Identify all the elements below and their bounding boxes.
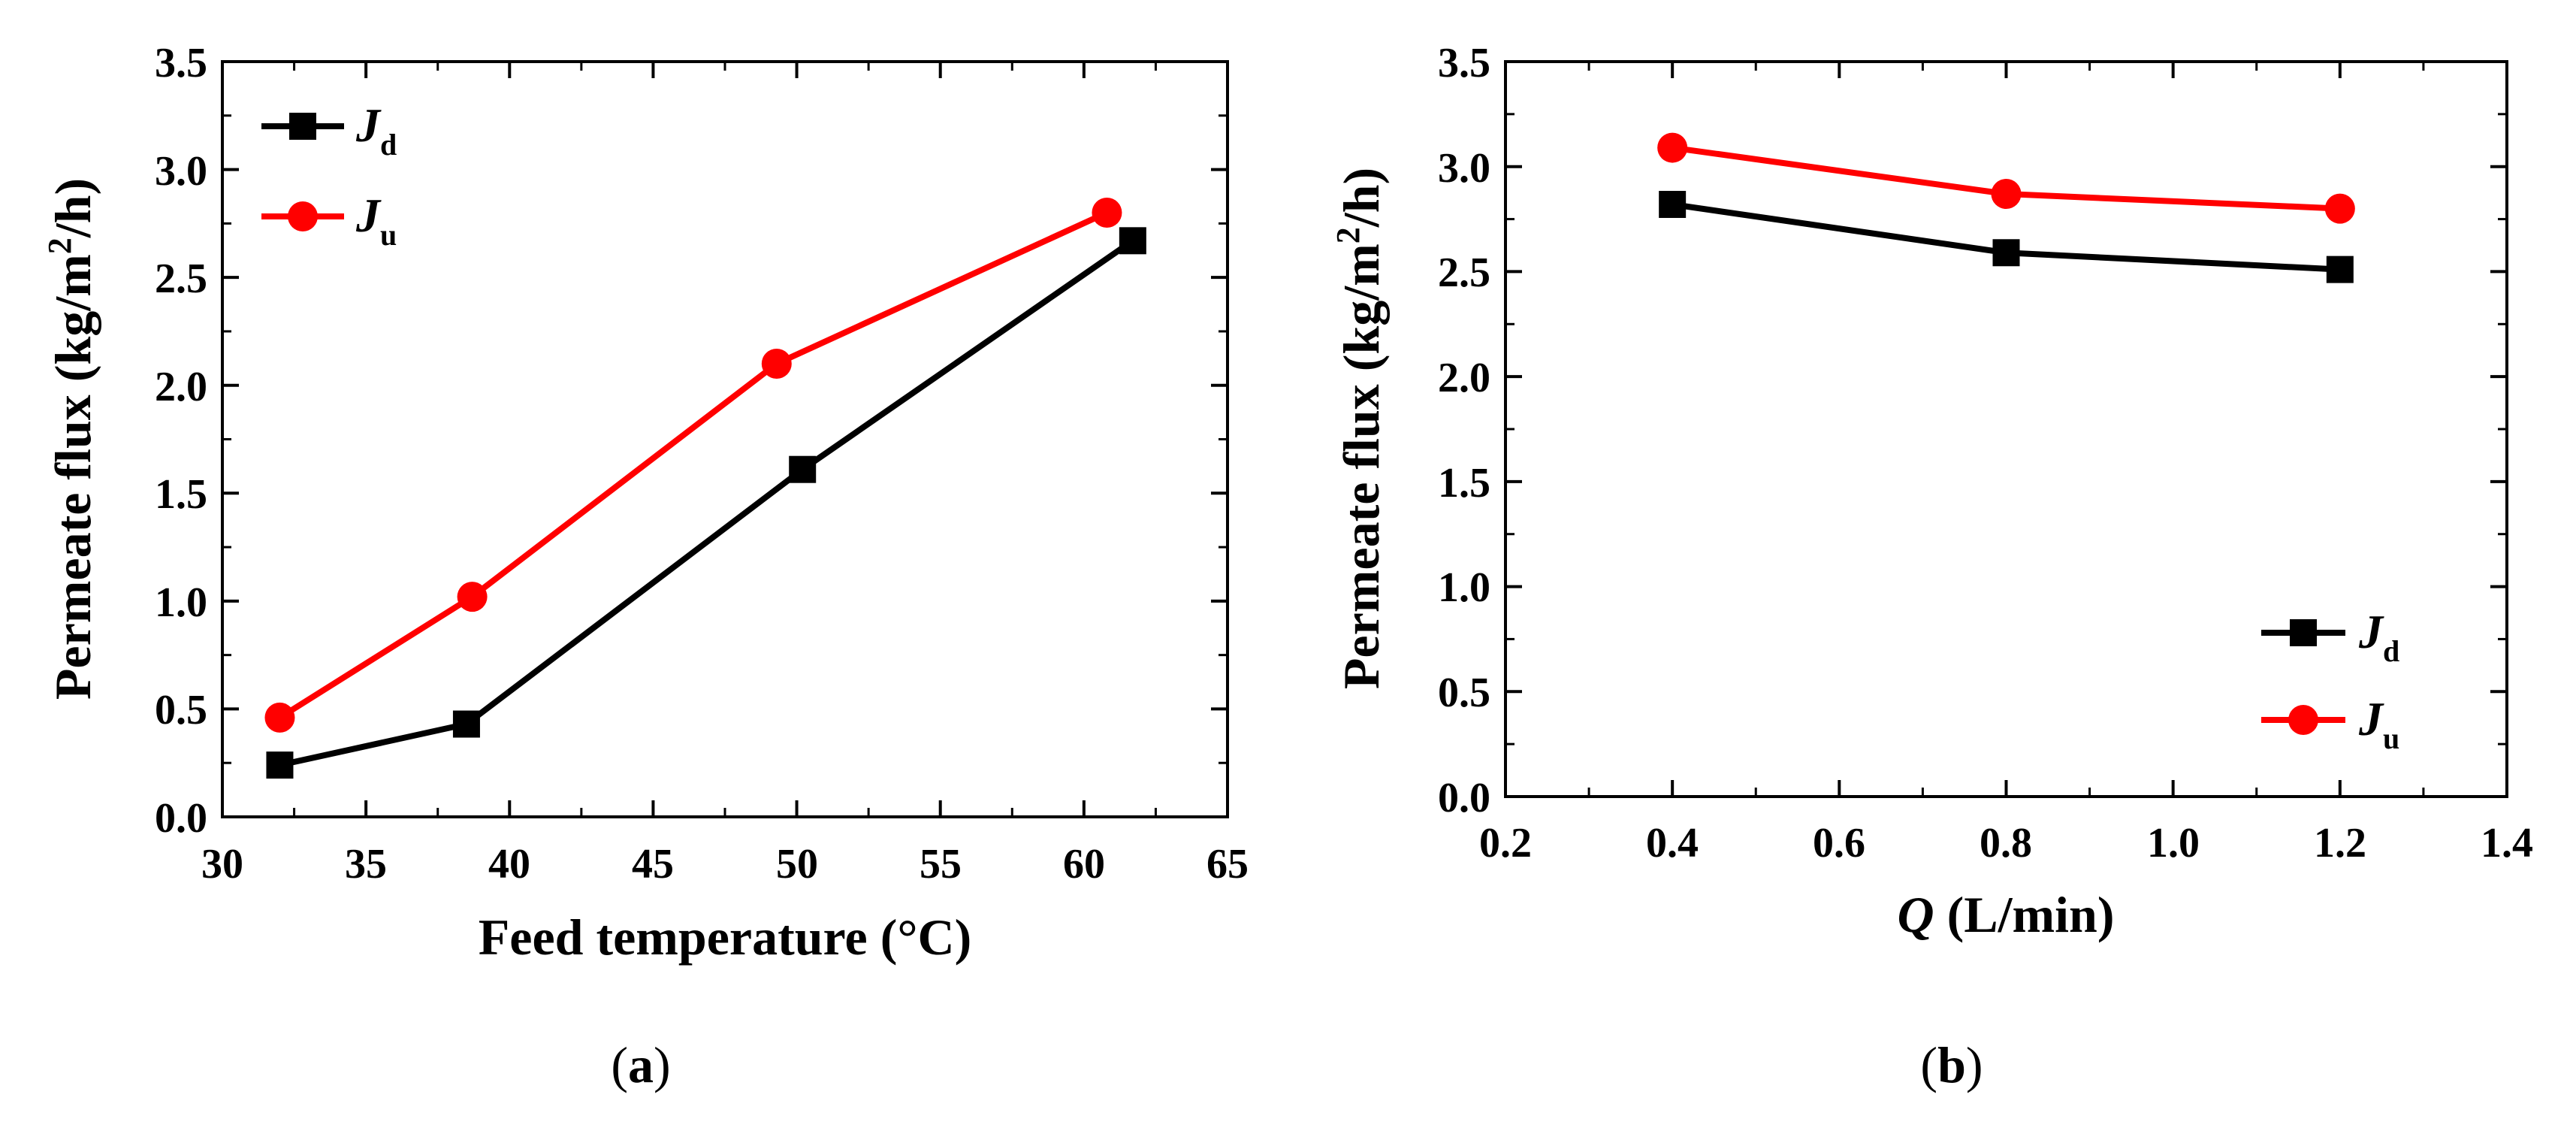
chart-b-legend: Jd Ju [2261, 605, 2399, 755]
chart-a-xtick-label: 50 [776, 841, 818, 888]
chart-b-ytick-label: 3.0 [1438, 145, 1490, 192]
data-point-ju [1657, 132, 1688, 163]
chart-a-series [264, 198, 1146, 779]
series-line-ju [278, 210, 1109, 721]
data-point-ju [1991, 179, 2022, 210]
chart-a-ytick-label: 3.5 [155, 40, 207, 86]
chart-a-xtick-label: 55 [920, 841, 962, 888]
chart-a: 0.0 0.5 1.0 1.5 2.0 2.5 3.0 3.5 30 35 40… [41, 40, 1249, 1093]
legend-jd-symbol: J [2358, 605, 2384, 658]
chart-b-ytick-label: 2.0 [1438, 355, 1490, 401]
chart-a-xtick-label: 60 [1063, 841, 1105, 888]
chart-a-xtick-label: 35 [345, 841, 387, 888]
legend-jd-symbol: J [355, 98, 382, 152]
ylabel-main: Permeate flux (kg/m [44, 254, 101, 700]
data-point-ju [761, 349, 792, 379]
legend-jd-label: Jd [355, 98, 397, 162]
chart-b-xlabel-symbol: Q [1897, 886, 1934, 943]
series-line-jd [279, 238, 1135, 768]
chart-b-xtick-label: 1.2 [2314, 820, 2366, 866]
chart-a-xtick-label: 45 [632, 841, 674, 888]
data-point-jd [452, 710, 480, 738]
data-point-ju [1092, 198, 1122, 228]
chart-a-ytick-label: 2.0 [155, 364, 207, 410]
legend-ju-marker [2288, 705, 2318, 735]
chart-b-xtick-label: 0.8 [1980, 820, 2032, 866]
chart-b-xtick-label: 1.0 [2147, 820, 2200, 866]
chart-b-series [1657, 132, 2355, 283]
chart-a-xtick-label: 65 [1206, 841, 1249, 888]
chart-a-ytick-label: 1.0 [155, 579, 207, 626]
chart-b: 0.0 0.5 1.0 1.5 2.0 2.5 3.0 3.5 0.2 0.4 … [1330, 40, 2533, 1093]
ylabel-sup: 2 [1330, 227, 1367, 243]
legend-ju-sub: u [380, 218, 397, 252]
chart-b-xtick-label: 0.6 [1813, 820, 1865, 866]
chart-a-xtick-label: 30 [201, 841, 243, 888]
chart-a-ytick-label: 0.5 [155, 687, 207, 733]
legend-ju-label: Ju [2358, 692, 2399, 755]
data-point-jd [1992, 239, 2020, 267]
chart-a-ytick-label: 2.5 [155, 256, 207, 302]
data-point-jd [2326, 256, 2354, 283]
chart-a-xtick-label: 40 [488, 841, 530, 888]
chart-b-xlabel-unit: (L/min) [1947, 886, 2115, 943]
chart-b-ytick-label: 0.0 [1438, 775, 1490, 821]
chart-b-ytick-label: 1.0 [1438, 564, 1490, 611]
chart-b-xtick-label: 0.4 [1646, 820, 1699, 866]
legend-jd-marker [2290, 619, 2317, 646]
chart-b-frame [1504, 60, 2508, 798]
chart-a-ylabel: Permeate flux (kg/m2/h) [41, 178, 101, 700]
legend-ju-marker [288, 201, 318, 231]
legend-ju-label: Ju [355, 189, 397, 252]
chart-a-frame [221, 60, 1229, 818]
panel-label-b: (b) [1920, 1036, 1983, 1093]
data-point-jd [1659, 191, 1687, 219]
legend-jd-sub: d [380, 128, 397, 162]
data-point-ju [2324, 193, 2355, 224]
chart-b-ytick-label: 1.5 [1438, 460, 1490, 507]
chart-a-ticks [221, 60, 1229, 818]
legend-jd-marker [289, 113, 316, 140]
chart-b-ytick-label: 3.5 [1438, 40, 1490, 86]
chart-b-xtick-label: 1.4 [2481, 820, 2533, 866]
chart-b-ytick-label: 2.5 [1438, 249, 1490, 296]
data-point-jd [789, 455, 817, 483]
ylabel-tail: /h) [44, 178, 101, 238]
chart-b-ylabel: Permeate flux (kg/m2/h) [1330, 168, 1390, 689]
data-point-ju [264, 702, 295, 733]
chart-b-ytick-label: 0.5 [1438, 670, 1490, 716]
chart-a-ytick-label: 3.0 [155, 148, 207, 195]
ylabel-main: Permeate flux (kg/m [1333, 243, 1390, 689]
panel-label-a-letter: a [628, 1036, 654, 1093]
legend-ju-symbol: J [2358, 692, 2384, 745]
chart-a-ytick-label: 1.5 [155, 471, 207, 518]
data-point-jd [1119, 227, 1146, 255]
legend-ju-sub: u [2383, 721, 2399, 755]
chart-a-ytick-label: 0.0 [155, 795, 207, 842]
data-point-ju [457, 582, 488, 612]
legend-ju-symbol: J [355, 189, 382, 242]
ylabel-sup: 2 [41, 237, 78, 254]
panel-label-a: (a) [611, 1036, 670, 1093]
legend-jd-label: Jd [2358, 605, 2399, 668]
chart-a-xlabel: Feed temperature (°C) [479, 909, 972, 966]
legend-jd-sub: d [2383, 634, 2399, 668]
ylabel-tail: /h) [1333, 168, 1390, 228]
chart-a-legend: Jd Ju [261, 98, 397, 252]
chart-b-xtick-label: 0.2 [1479, 820, 1532, 866]
data-point-jd [266, 751, 294, 779]
chart-b-xlabel: Q (L/min) [1897, 886, 2114, 943]
chart-b-ticks [1504, 60, 2508, 798]
panel-label-b-letter: b [1937, 1036, 1966, 1093]
